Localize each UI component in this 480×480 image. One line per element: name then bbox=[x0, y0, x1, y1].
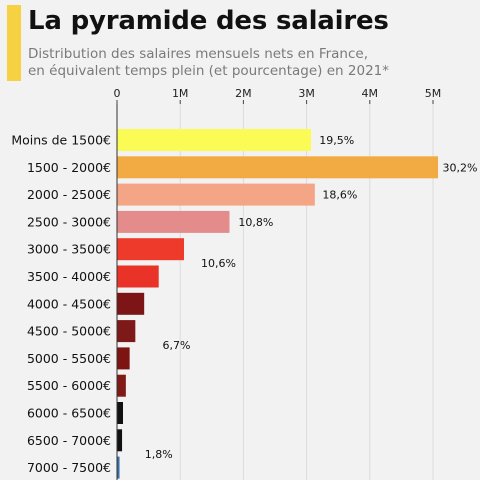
category-label: 7000 - 7500€ bbox=[27, 460, 111, 475]
bar bbox=[117, 265, 159, 288]
bar bbox=[117, 183, 315, 206]
category-label: 5000 - 5500€ bbox=[27, 351, 111, 366]
category-label: 6500 - 7000€ bbox=[27, 433, 111, 448]
percentage-label: 30,2% bbox=[442, 161, 477, 174]
bar bbox=[117, 429, 123, 452]
x-tick-label: 0 bbox=[114, 87, 121, 100]
bar bbox=[117, 347, 130, 370]
x-tick-label: 4M bbox=[362, 87, 379, 100]
category-label: 5500 - 6000€ bbox=[27, 378, 111, 393]
category-label: 4500 - 5000€ bbox=[27, 324, 111, 339]
x-tick-label: 2M bbox=[235, 87, 252, 100]
title-accent-bar bbox=[7, 5, 21, 81]
category-label: 3500 - 4000€ bbox=[27, 269, 111, 284]
category-label: 6000 - 6500€ bbox=[27, 406, 111, 421]
bar bbox=[117, 210, 230, 233]
category-label: 4000 - 4500€ bbox=[27, 296, 111, 311]
x-tick-label: 1M bbox=[172, 87, 189, 100]
bar bbox=[117, 292, 145, 315]
percentage-label: 18,6% bbox=[322, 189, 357, 202]
percentage-label: 19,5% bbox=[319, 134, 354, 147]
chart-subtitle: Distribution des salaires mensuels nets … bbox=[28, 46, 389, 80]
category-label: 2000 - 2500€ bbox=[27, 187, 111, 202]
bar bbox=[117, 238, 184, 261]
percentage-label: 10,8% bbox=[238, 216, 273, 229]
percentage-label: 1,8% bbox=[145, 448, 173, 461]
bar bbox=[117, 320, 136, 343]
percentage-label: 6,7% bbox=[163, 339, 191, 352]
chart-title: La pyramide des salaires bbox=[28, 6, 389, 36]
bar bbox=[117, 456, 120, 479]
bar bbox=[117, 374, 126, 397]
subtitle-line-2: en équivalent temps plein (et pourcentag… bbox=[28, 63, 389, 79]
percentage-label: 10,6% bbox=[201, 257, 236, 270]
category-label: 2500 - 3000€ bbox=[27, 214, 111, 229]
bar bbox=[117, 129, 312, 151]
bar bbox=[117, 402, 124, 424]
category-label: 1500 - 2000€ bbox=[27, 160, 111, 175]
category-label: Moins de 1500€ bbox=[11, 133, 111, 148]
subtitle-line-1: Distribution des salaires mensuels nets … bbox=[28, 46, 369, 62]
category-label: 3000 - 3500€ bbox=[27, 242, 111, 257]
x-tick-label: 3M bbox=[298, 87, 315, 100]
bar bbox=[117, 156, 439, 179]
x-tick-label: 5M bbox=[425, 87, 442, 100]
